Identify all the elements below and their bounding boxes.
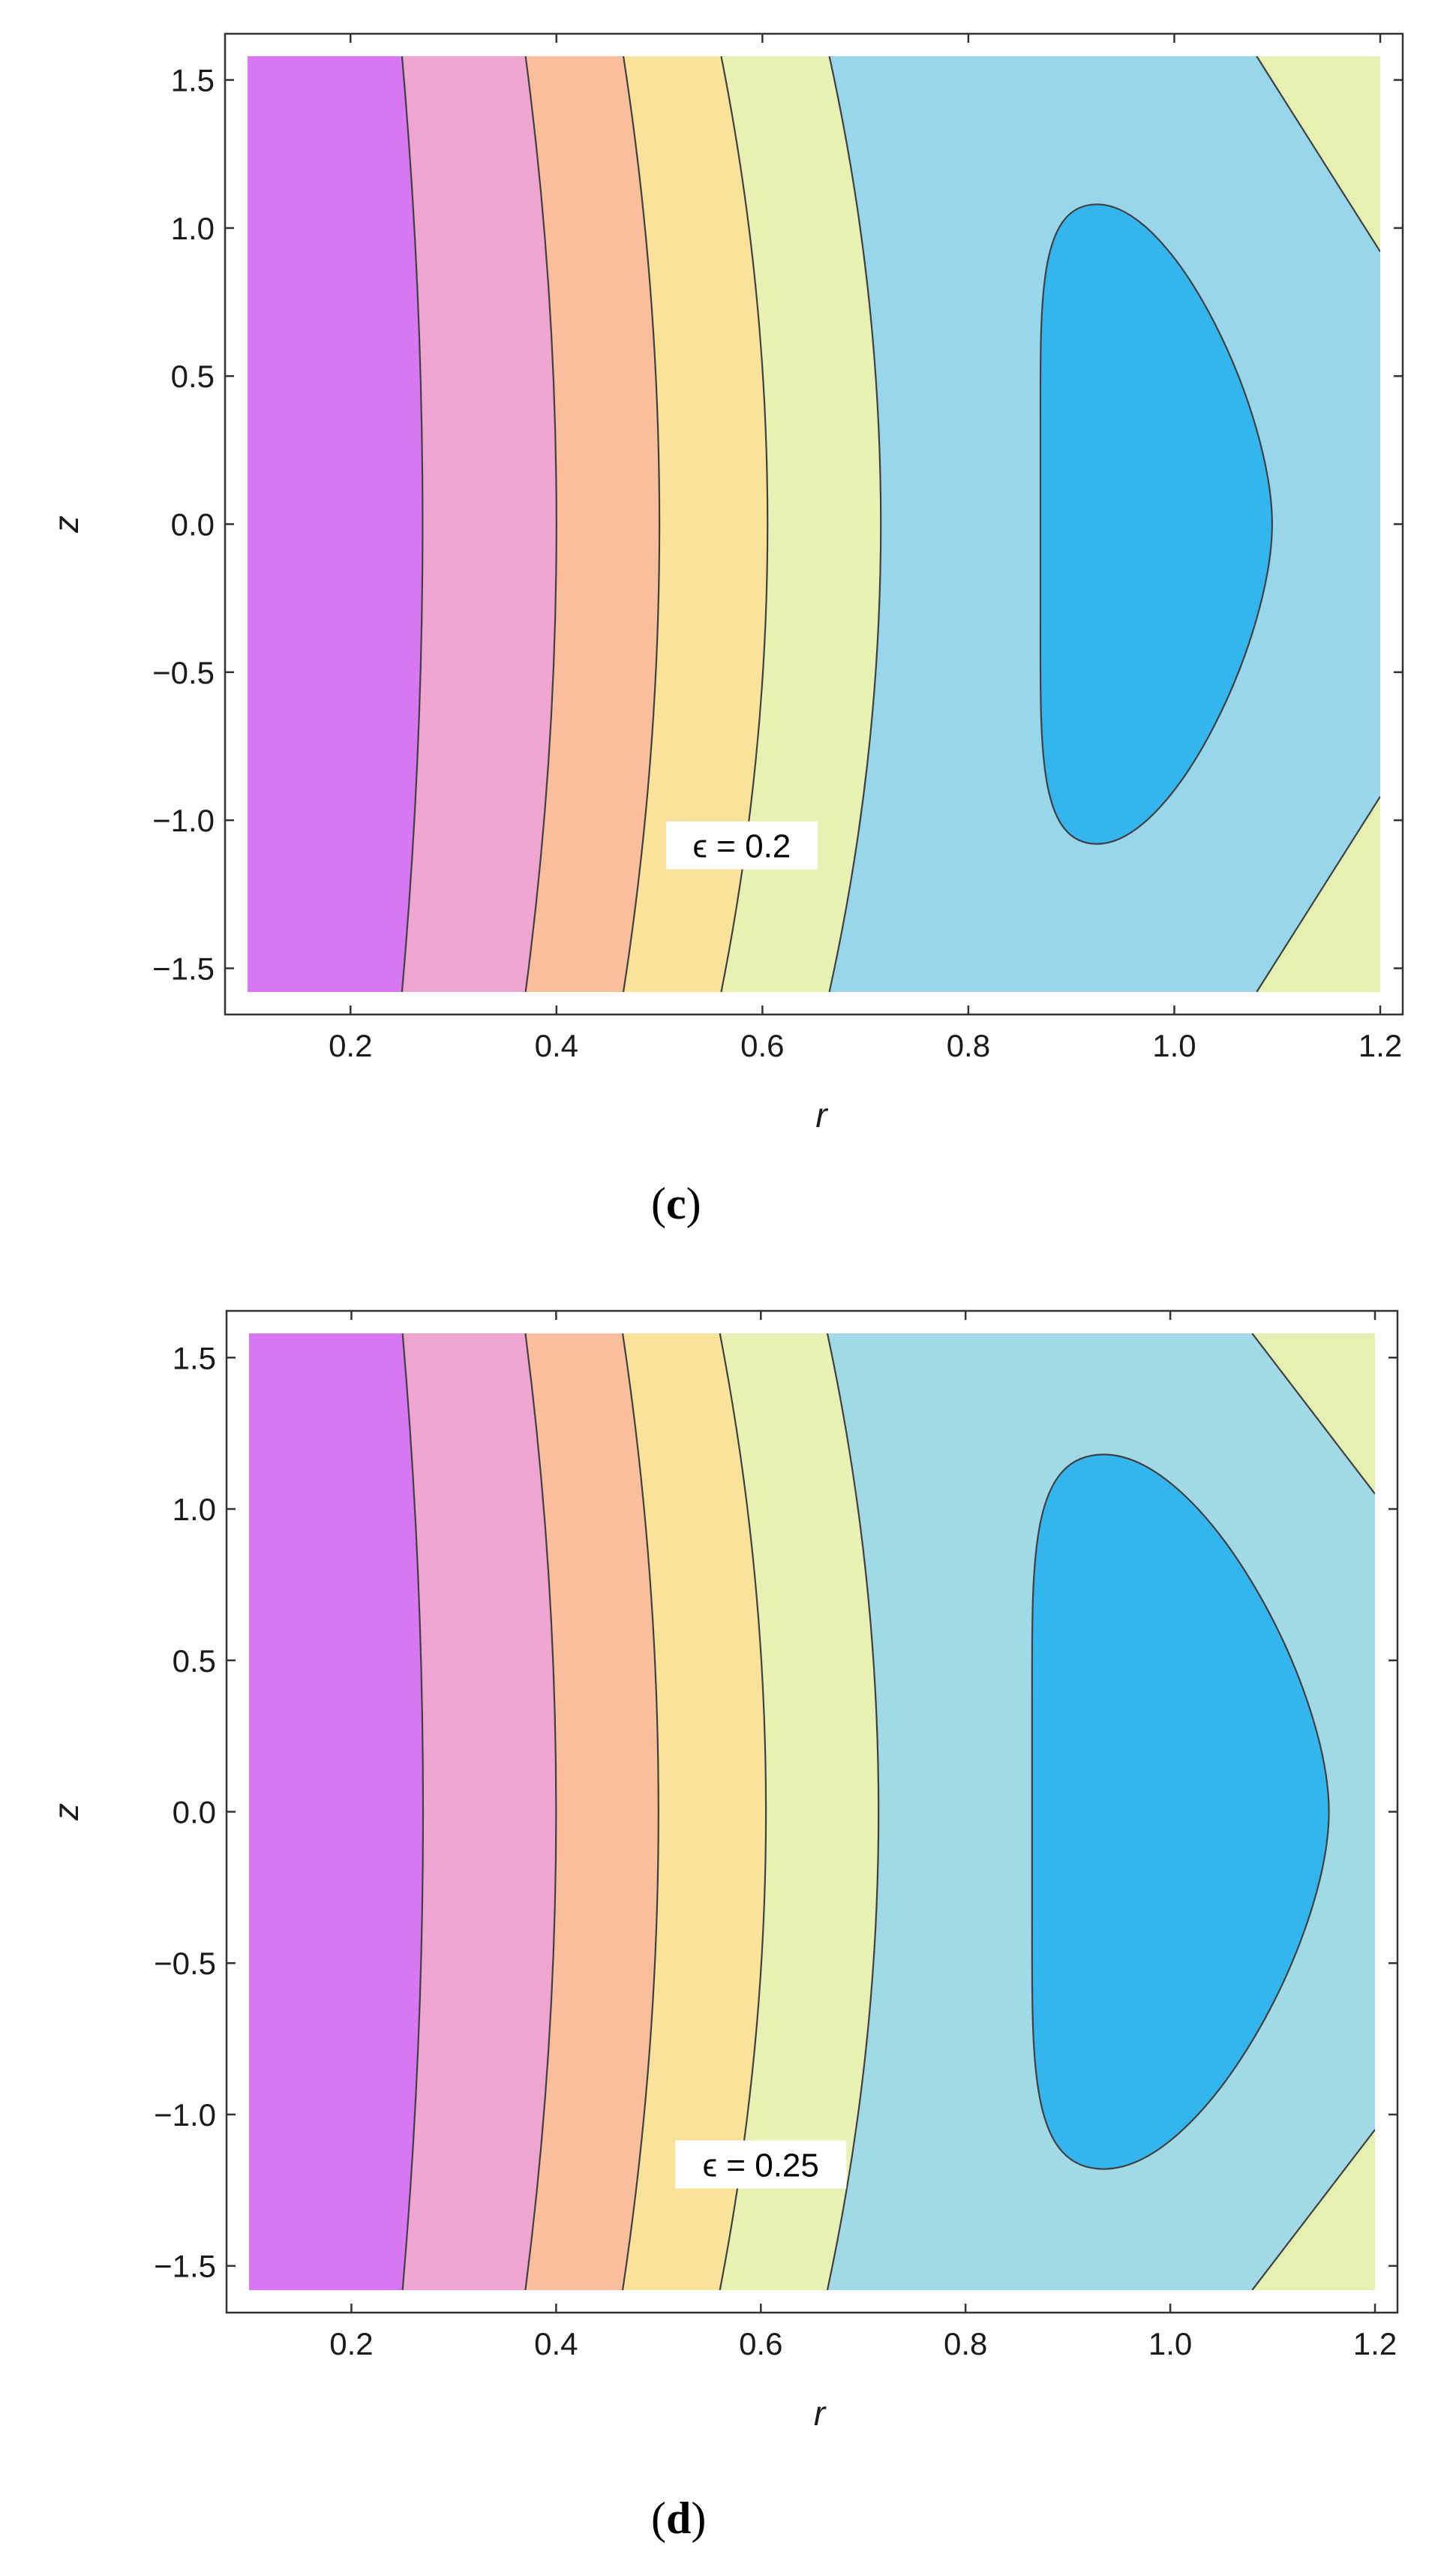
y-tick-label: 0.5 <box>173 1643 216 1679</box>
contour-line-5 <box>826 1333 880 2290</box>
x-tick-label: 0.6 <box>740 1028 784 1063</box>
x-tick-label: 0.6 <box>739 2326 782 2361</box>
x-tick-label: 1.0 <box>1152 1028 1196 1063</box>
y-tick-label: −0.5 <box>152 655 215 690</box>
y-tick-label: 0.5 <box>171 359 215 394</box>
contour-closed-region <box>1031 1453 1330 2170</box>
panel-caption-c: (c) <box>651 1179 701 1228</box>
plot-area <box>249 1333 1375 2290</box>
y-tick-label: 0.0 <box>171 507 215 543</box>
y-tick-label: −1.0 <box>152 803 215 838</box>
y-tick-label: 1.5 <box>171 63 215 98</box>
x-tick-label: 0.2 <box>329 1028 372 1063</box>
x-tick-label: 0.8 <box>944 2326 987 2361</box>
x-tick-label: 0.4 <box>535 1028 578 1063</box>
contour-line-3 <box>622 56 661 992</box>
panel-label-d: d <box>665 2493 692 2543</box>
annotation-label: ϵ = 0.2 <box>693 828 791 865</box>
x-axis-label: r <box>814 2394 827 2433</box>
contour-line-corner-bottom <box>1251 2129 1375 2290</box>
contour-line-1 <box>401 1333 425 2290</box>
y-tick-label: 1.0 <box>173 1492 216 1527</box>
x-tick-label: 1.0 <box>1148 2326 1192 2361</box>
x-tick-label: 0.4 <box>534 2326 578 2361</box>
contour-line-corner-bottom <box>1256 795 1380 992</box>
contour-band-1 <box>249 1333 423 2290</box>
x-tick-label: 1.2 <box>1358 1028 1402 1063</box>
x-axis-label: r <box>815 1096 828 1135</box>
y-tick-label: −1.0 <box>154 2097 216 2133</box>
contour-closed-region <box>1039 203 1273 845</box>
y-tick-label: −0.5 <box>154 1946 216 1981</box>
y-axis-label: z <box>47 1803 86 1821</box>
contour-line-1 <box>401 56 424 992</box>
y-tick-label: 1.0 <box>171 211 215 246</box>
plot-area <box>248 56 1380 992</box>
annotation-box <box>665 821 818 870</box>
y-tick-label: 1.5 <box>173 1340 216 1375</box>
contour-line-corner-top <box>1256 56 1380 253</box>
panel-c: ϵ = 0.2 1.5 1.0 0.5 0.0 −0.5 −1.0 −1.5 0.2 0.4 0.6… <box>0 0 1441 1276</box>
contour-line-2 <box>524 56 557 992</box>
contour-line-5 <box>828 56 882 992</box>
y-tick-label: −1.5 <box>154 2249 216 2284</box>
annotation-box <box>675 2140 847 2189</box>
contour-plot-c: ϵ = 0.2 1.5 1.0 0.5 0.0 −0.5 −1.0 −1.5 0.2 0.4 0.6… <box>47 32 1404 1135</box>
panel-label-c: c <box>665 1179 686 1228</box>
panel-caption-d: (d) <box>651 2493 707 2543</box>
y-axis-label: z <box>47 516 86 534</box>
y-tick-label: 0.0 <box>173 1795 216 1830</box>
contour-line-3 <box>621 1333 659 2290</box>
x-tick-label: 0.8 <box>947 1028 990 1063</box>
contour-line-2 <box>524 1333 557 2290</box>
panel-d: ϵ = 0.25 1.5 1.0 0.5 0.0 −0.5 −1.0 −1.5 0.2 0.4 0.… <box>0 1276 1441 2576</box>
annotation-label: ϵ = 0.25 <box>703 2148 819 2184</box>
contour-band-1 <box>248 56 423 992</box>
x-tick-label: 1.2 <box>1353 2326 1397 2361</box>
contour-line-corner-top <box>1251 1333 1375 1495</box>
y-tick-label: −1.5 <box>152 951 215 986</box>
contour-plot-d: ϵ = 0.25 1.5 1.0 0.5 0.0 −0.5 −1.0 −1.5 0.2 0.4 0.… <box>47 1309 1399 2433</box>
x-tick-label: 0.2 <box>329 2326 373 2361</box>
